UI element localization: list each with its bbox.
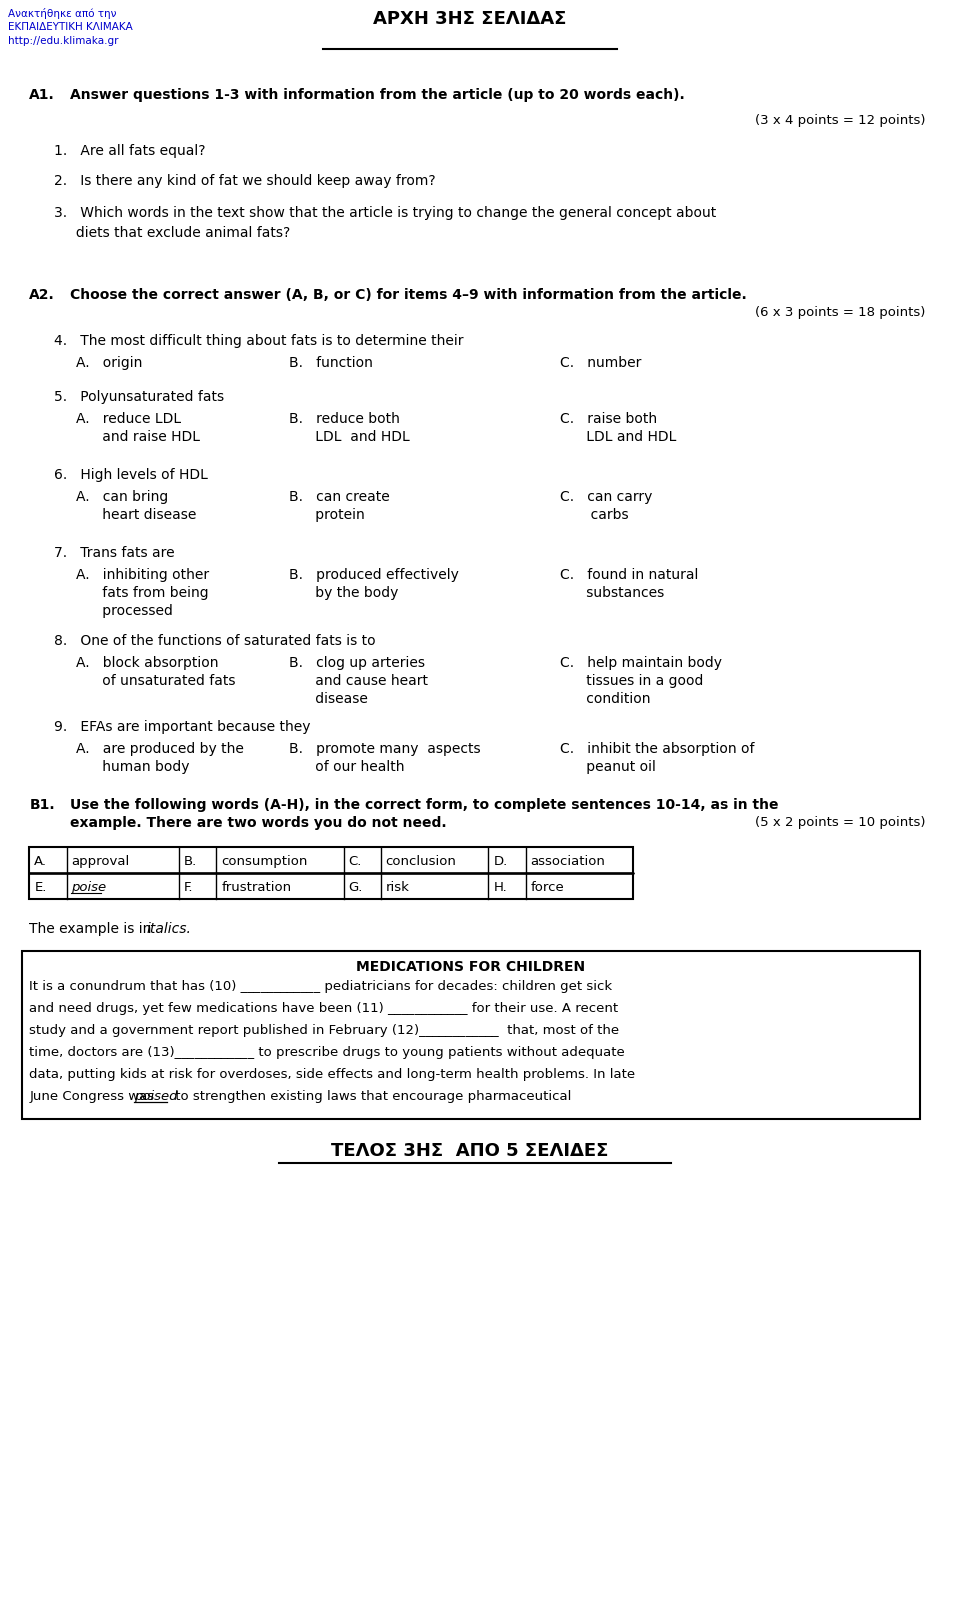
Text: poise: poise bbox=[71, 881, 107, 893]
Text: and raise HDL: and raise HDL bbox=[77, 429, 201, 444]
Text: carbs: carbs bbox=[560, 508, 629, 522]
Text: http://edu.klimaka.gr: http://edu.klimaka.gr bbox=[8, 35, 118, 47]
Text: Ανακτήθηκε από την: Ανακτήθηκε από την bbox=[8, 8, 116, 19]
Text: C.   help maintain body: C. help maintain body bbox=[560, 656, 722, 670]
Text: A.   are produced by the: A. are produced by the bbox=[77, 741, 244, 755]
Text: time, doctors are (13)____________ to prescribe drugs to young patients without : time, doctors are (13)____________ to pr… bbox=[30, 1045, 625, 1059]
Text: ΑΡΧΗ 3ΗΣ ΣΕΛΙΔΑΣ: ΑΡΧΗ 3ΗΣ ΣΕΛΙΔΑΣ bbox=[373, 10, 566, 27]
Text: disease: disease bbox=[289, 691, 368, 705]
Text: of unsaturated fats: of unsaturated fats bbox=[77, 673, 236, 688]
Text: The example is in: The example is in bbox=[30, 921, 156, 935]
Text: Answer questions 1-3 with information from the article (up to 20 words each).: Answer questions 1-3 with information fr… bbox=[70, 88, 685, 101]
Text: A.   block absorption: A. block absorption bbox=[77, 656, 219, 670]
Text: human body: human body bbox=[77, 760, 190, 773]
Text: consumption: consumption bbox=[221, 855, 307, 868]
Text: peanut oil: peanut oil bbox=[560, 760, 656, 773]
Text: B.   clog up arteries: B. clog up arteries bbox=[289, 656, 424, 670]
Text: B1.: B1. bbox=[30, 797, 55, 812]
Text: H.: H. bbox=[493, 881, 507, 893]
Text: 7.   Trans fats are: 7. Trans fats are bbox=[54, 546, 175, 559]
Text: tissues in a good: tissues in a good bbox=[560, 673, 704, 688]
Text: fats from being: fats from being bbox=[77, 585, 209, 599]
Text: heart disease: heart disease bbox=[77, 508, 197, 522]
Text: 2.   Is there any kind of fat we should keep away from?: 2. Is there any kind of fat we should ke… bbox=[54, 174, 436, 188]
Text: by the body: by the body bbox=[289, 585, 398, 599]
Text: E.: E. bbox=[35, 881, 47, 893]
Text: A.   can bring: A. can bring bbox=[77, 490, 169, 503]
Text: 6.   High levels of HDL: 6. High levels of HDL bbox=[54, 468, 207, 482]
Text: 5.   Polyunsaturated fats: 5. Polyunsaturated fats bbox=[54, 391, 224, 403]
Text: condition: condition bbox=[560, 691, 651, 705]
Text: A.: A. bbox=[35, 855, 47, 868]
Text: June Congress was: June Congress was bbox=[30, 1090, 158, 1102]
Text: C.: C. bbox=[348, 855, 362, 868]
Text: It is a conundrum that has (10) ____________ pediatricians for decades: children: It is a conundrum that has (10) ________… bbox=[30, 979, 612, 993]
Text: C.   inhibit the absorption of: C. inhibit the absorption of bbox=[560, 741, 755, 755]
Text: B.   promote many  aspects: B. promote many aspects bbox=[289, 741, 480, 755]
Text: risk: risk bbox=[386, 881, 410, 893]
Text: (5 x 2 points = 10 points): (5 x 2 points = 10 points) bbox=[755, 815, 925, 829]
Text: (3 x 4 points = 12 points): (3 x 4 points = 12 points) bbox=[755, 114, 925, 127]
Text: B.   can create: B. can create bbox=[289, 490, 390, 503]
Text: A.   origin: A. origin bbox=[77, 355, 143, 370]
Text: G.: G. bbox=[348, 881, 363, 893]
Text: C.   raise both: C. raise both bbox=[560, 411, 657, 426]
Text: 4.   The most difficult thing about fats is to determine their: 4. The most difficult thing about fats i… bbox=[54, 334, 464, 347]
Text: ΤΕΛΟΣ 3ΗΣ  ΑΠΟ 5 ΣΕΛΙΔΕΣ: ΤΕΛΟΣ 3ΗΣ ΑΠΟ 5 ΣΕΛΙΔΕΣ bbox=[331, 1141, 609, 1159]
Text: italics.: italics. bbox=[147, 921, 192, 935]
Text: B.   produced effectively: B. produced effectively bbox=[289, 567, 459, 582]
Text: ΕΚΠΑΙΔΕΥΤΙΚΗ ΚΛΙΜΑΚΑ: ΕΚΠΑΙΔΕΥΤΙΚΗ ΚΛΙΜΑΚΑ bbox=[8, 22, 132, 32]
Text: C.   number: C. number bbox=[560, 355, 641, 370]
Text: substances: substances bbox=[560, 585, 664, 599]
Text: example. There are two words you do not need.: example. There are two words you do not … bbox=[70, 815, 447, 829]
Text: Use the following words (A-H), in the correct form, to complete sentences 10-14,: Use the following words (A-H), in the co… bbox=[70, 797, 779, 812]
Text: processed: processed bbox=[77, 604, 173, 617]
Text: B.: B. bbox=[184, 855, 197, 868]
Text: (6 x 3 points = 18 points): (6 x 3 points = 18 points) bbox=[755, 305, 925, 318]
Text: of our health: of our health bbox=[289, 760, 404, 773]
Text: C.   found in natural: C. found in natural bbox=[560, 567, 698, 582]
Bar bbox=[21, 951, 920, 1120]
Text: A.   inhibiting other: A. inhibiting other bbox=[77, 567, 209, 582]
Text: frustration: frustration bbox=[221, 881, 291, 893]
Text: F.: F. bbox=[184, 881, 194, 893]
Text: C.   can carry: C. can carry bbox=[560, 490, 652, 503]
Text: force: force bbox=[531, 881, 564, 893]
Text: A1.: A1. bbox=[30, 88, 55, 101]
Text: poised: poised bbox=[134, 1090, 178, 1102]
Text: 1.   Are all fats equal?: 1. Are all fats equal? bbox=[54, 145, 205, 157]
Text: B.   reduce both: B. reduce both bbox=[289, 411, 399, 426]
Text: 9.   EFAs are important because they: 9. EFAs are important because they bbox=[54, 720, 310, 733]
Text: study and a government report published in February (12)____________  that, most: study and a government report published … bbox=[30, 1024, 619, 1037]
Bar bbox=[30, 847, 634, 900]
Text: A.   reduce LDL: A. reduce LDL bbox=[77, 411, 181, 426]
Text: LDL  and HDL: LDL and HDL bbox=[289, 429, 410, 444]
Text: approval: approval bbox=[71, 855, 130, 868]
Text: 8.   One of the functions of saturated fats is to: 8. One of the functions of saturated fat… bbox=[54, 633, 375, 648]
Text: A2.: A2. bbox=[30, 288, 55, 302]
Text: to strengthen existing laws that encourage pharmaceutical: to strengthen existing laws that encoura… bbox=[171, 1090, 571, 1102]
Text: and need drugs, yet few medications have been (11) ____________ for their use. A: and need drugs, yet few medications have… bbox=[30, 1001, 618, 1014]
Text: and cause heart: and cause heart bbox=[289, 673, 428, 688]
Text: data, putting kids at risk for overdoses, side effects and long-term health prob: data, putting kids at risk for overdoses… bbox=[30, 1067, 636, 1080]
Text: diets that exclude animal fats?: diets that exclude animal fats? bbox=[54, 227, 290, 239]
Text: MEDICATIONS FOR CHILDREN: MEDICATIONS FOR CHILDREN bbox=[356, 959, 586, 974]
Text: B.   function: B. function bbox=[289, 355, 372, 370]
Text: conclusion: conclusion bbox=[386, 855, 457, 868]
Text: LDL and HDL: LDL and HDL bbox=[560, 429, 676, 444]
Text: D.: D. bbox=[493, 855, 508, 868]
Text: protein: protein bbox=[289, 508, 365, 522]
Text: association: association bbox=[531, 855, 606, 868]
Text: 3.   Which words in the text show that the article is trying to change the gener: 3. Which words in the text show that the… bbox=[54, 206, 716, 220]
Text: Choose the correct answer (A, B, or C) for items 4–9 with information from the a: Choose the correct answer (A, B, or C) f… bbox=[70, 288, 747, 302]
